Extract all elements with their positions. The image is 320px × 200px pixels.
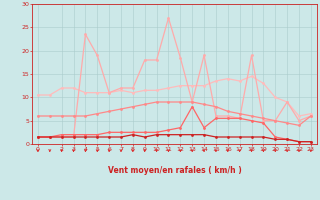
X-axis label: Vent moyen/en rafales ( km/h ): Vent moyen/en rafales ( km/h ) bbox=[108, 166, 241, 175]
